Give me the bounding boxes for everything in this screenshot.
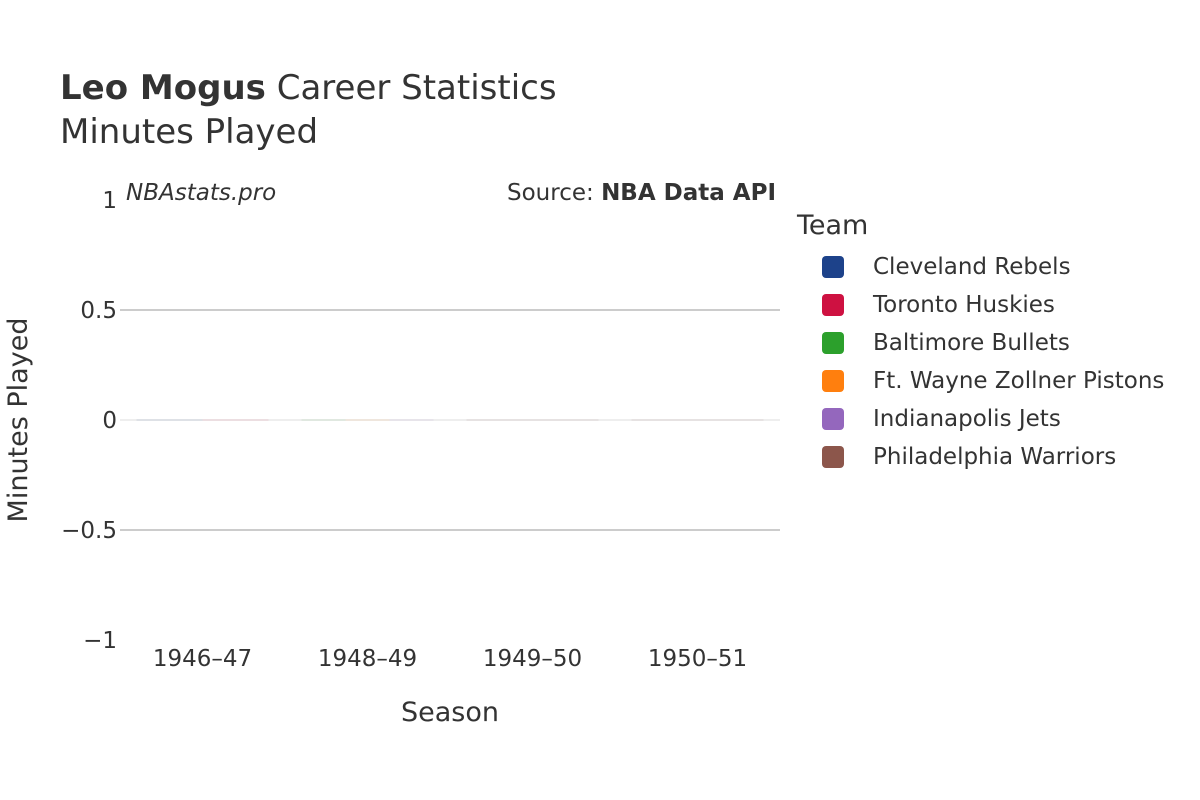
y-tick-label: 0.5 (80, 298, 117, 324)
legend-item[interactable]: Cleveland Rebels (797, 248, 1164, 286)
x-tick-label: 1950–51 (648, 646, 747, 672)
x-tick-label: 1949–50 (483, 646, 582, 672)
y-tick-label: −0.5 (61, 518, 117, 544)
y-axis-title: Minutes Played (3, 318, 34, 523)
legend-swatch (822, 408, 844, 430)
watermark: NBAstats.pro (126, 180, 276, 206)
x-axis-title: Season (401, 697, 499, 728)
bar[interactable] (202, 419, 269, 421)
title-suffix: Career Statistics (265, 68, 557, 108)
y-tick-label: −1 (83, 628, 117, 654)
x-tick-label: 1946–47 (153, 646, 252, 672)
legend-item[interactable]: Philadelphia Warriors (797, 438, 1164, 476)
legend-swatch (822, 332, 844, 354)
legend-title: Team (797, 210, 869, 241)
legend-item[interactable]: Baltimore Bullets (797, 324, 1164, 362)
legend-items: Cleveland Rebels Toronto Huskies Baltimore… (797, 248, 1164, 476)
legend: Team Cleveland Rebels Toronto Huskies Balt… (797, 208, 1164, 476)
legend-item[interactable]: Toronto Huskies (797, 286, 1164, 324)
bar[interactable] (136, 419, 203, 421)
bar[interactable] (345, 419, 390, 421)
legend-label: Baltimore Bullets (873, 330, 1070, 356)
legend-label: Philadelphia Warriors (873, 444, 1117, 470)
bar[interactable] (389, 419, 434, 421)
legend-swatch (822, 256, 844, 278)
y-tick-label: 0 (102, 408, 117, 434)
bars (136, 419, 764, 421)
x-tick-label: 1948–49 (318, 646, 417, 672)
legend-label: Cleveland Rebels (873, 254, 1071, 280)
x-tick-labels: 1946–47 1948–49 1949–50 1950–51 (153, 646, 747, 672)
source-note: Source: NBA Data API (507, 180, 776, 206)
legend-item[interactable]: Indianapolis Jets (797, 400, 1164, 438)
y-tick-labels: −1 −0.5 0 0.5 1 (61, 188, 117, 654)
grid-lines (120, 309, 780, 531)
y-tick-label: 1 (102, 188, 117, 214)
source-name: NBA Data API (601, 180, 776, 206)
legend-swatch (822, 294, 844, 316)
legend-swatch (822, 446, 844, 468)
chart-title: Leo Mogus Career Statistics (60, 66, 557, 110)
legend-label: Toronto Huskies (873, 292, 1055, 318)
legend-label: Ft. Wayne Zollner Pistons (873, 368, 1165, 394)
chart-subtitle: Minutes Played (60, 112, 319, 152)
legend-swatch (822, 370, 844, 392)
legend-label: Indianapolis Jets (873, 406, 1061, 432)
source-prefix: Source: (507, 180, 601, 206)
player-name: Leo Mogus (60, 68, 266, 108)
bar[interactable] (631, 419, 764, 421)
bar[interactable] (301, 419, 346, 421)
legend-item[interactable]: Ft. Wayne Zollner Pistons (797, 362, 1164, 400)
bar[interactable] (466, 419, 599, 421)
